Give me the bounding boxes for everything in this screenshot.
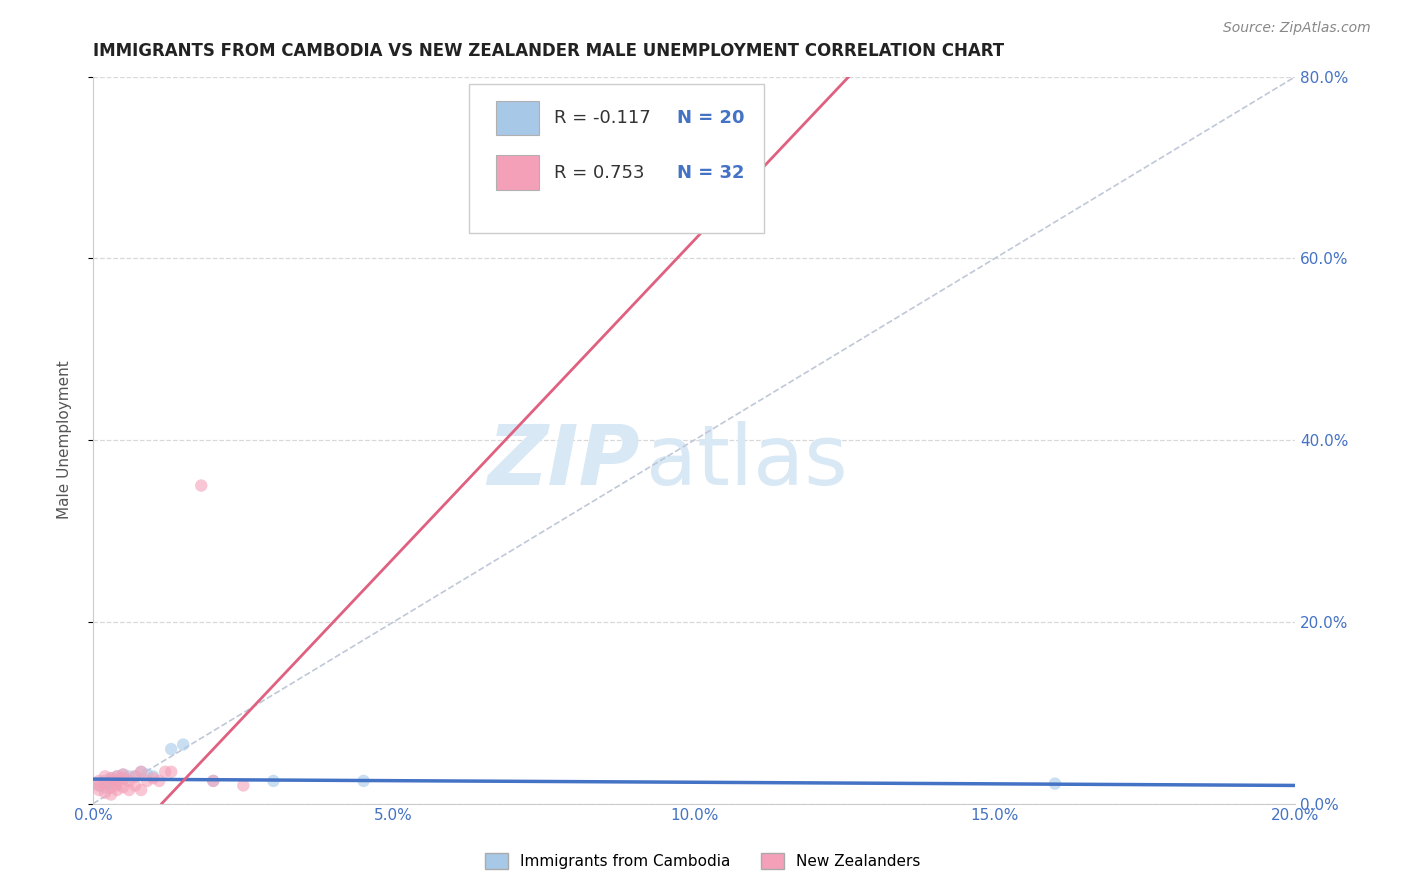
Point (153, 764, 176, 779)
Point (94, 780, 117, 795)
Point (202, 773, 225, 788)
Text: R = 0.753: R = 0.753 (554, 163, 644, 182)
Point (100, 771, 122, 785)
Point (105, 769, 128, 783)
Point (105, 783, 128, 797)
Point (87, 783, 110, 797)
Point (94, 786, 117, 800)
Text: N = 20: N = 20 (678, 109, 745, 127)
Point (160, 764, 183, 779)
Point (105, 779, 128, 793)
Point (142, 769, 165, 783)
Text: ZIP: ZIP (488, 421, 640, 502)
Point (472, 178, 495, 193)
Text: IMMIGRANTS FROM CAMBODIA VS NEW ZEALANDER MALE UNEMPLOYMENT CORRELATION CHART: IMMIGRANTS FROM CAMBODIA VS NEW ZEALANDE… (93, 42, 1004, 60)
Point (105, 773, 128, 788)
Point (100, 777, 122, 791)
Point (105, 773, 128, 788)
Point (353, 773, 375, 788)
Point (112, 767, 135, 781)
Text: Source: ZipAtlas.com: Source: ZipAtlas.com (1223, 21, 1371, 35)
Point (94, 773, 117, 788)
Point (100, 788, 122, 802)
Point (112, 780, 135, 795)
Point (202, 773, 225, 788)
Point (190, 478, 212, 492)
Point (118, 773, 141, 788)
Text: N = 32: N = 32 (678, 163, 745, 182)
Point (129, 783, 152, 797)
Point (129, 764, 152, 779)
Point (100, 771, 122, 785)
Text: atlas: atlas (647, 421, 848, 502)
Point (87, 773, 110, 788)
Point (118, 783, 141, 797)
Point (112, 771, 135, 785)
FancyBboxPatch shape (496, 155, 538, 190)
Point (160, 742, 183, 756)
Point (136, 773, 159, 788)
Text: R = -0.117: R = -0.117 (554, 109, 651, 127)
Legend: Immigrants from Cambodia, New Zealanders: Immigrants from Cambodia, New Zealanders (479, 847, 927, 875)
FancyBboxPatch shape (470, 84, 763, 233)
Point (172, 738, 194, 752)
Point (94, 769, 117, 783)
Point (87, 779, 110, 793)
Point (124, 779, 146, 793)
FancyBboxPatch shape (496, 101, 538, 136)
Point (112, 767, 135, 781)
Point (124, 769, 146, 783)
Point (232, 779, 254, 793)
Point (136, 767, 159, 781)
Point (148, 773, 170, 788)
Point (262, 773, 284, 788)
Point (105, 769, 128, 783)
Point (94, 777, 117, 791)
Point (1043, 777, 1066, 791)
Point (87, 779, 110, 793)
Point (124, 769, 146, 783)
Point (118, 769, 141, 783)
Point (129, 764, 152, 779)
Point (100, 780, 122, 795)
Point (100, 773, 122, 788)
Point (112, 771, 135, 785)
Y-axis label: Male Unemployment: Male Unemployment (58, 360, 72, 519)
Point (142, 771, 165, 785)
